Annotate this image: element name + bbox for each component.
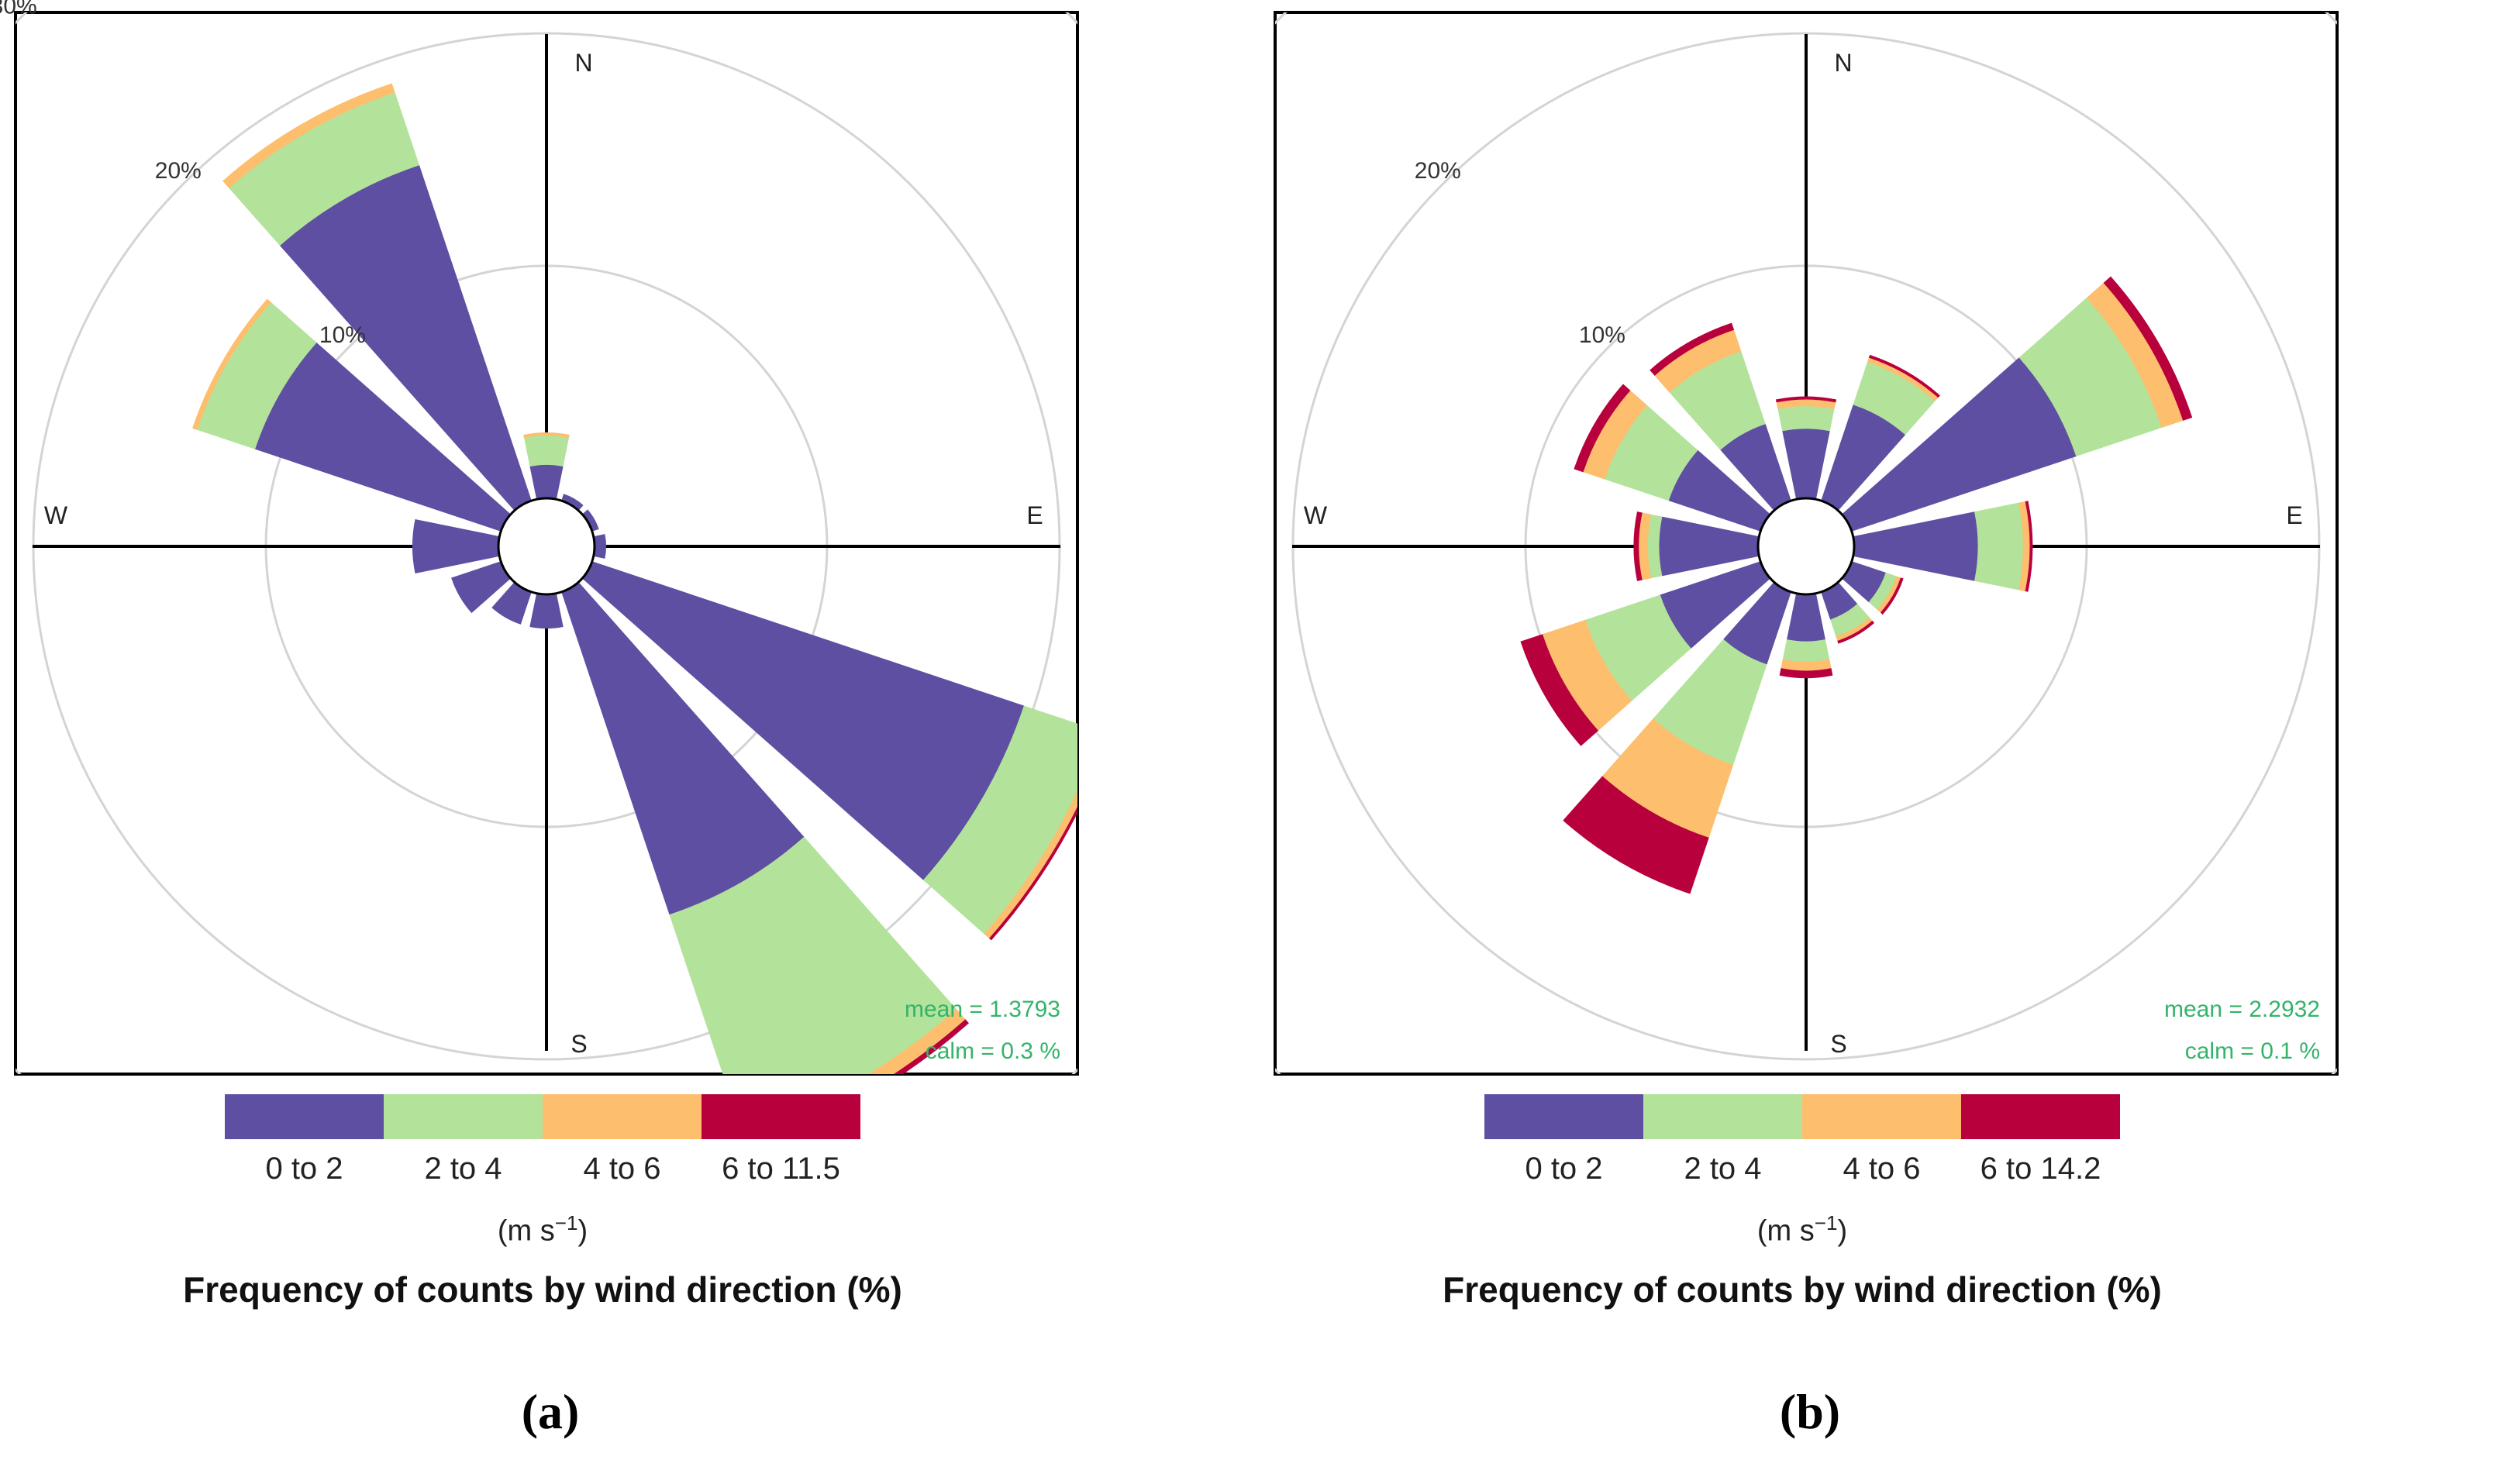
- key-label: 0 to 2: [265, 1152, 343, 1186]
- key-swatch: [1961, 1094, 2120, 1139]
- units-base: (m s: [497, 1214, 555, 1248]
- units-base: (m s: [1756, 1214, 1815, 1248]
- wedge-330-bin4: [1650, 322, 1735, 376]
- wedge-60-bin4: [2103, 276, 2193, 421]
- wedge-0-bin2: [523, 435, 570, 467]
- compass-N: N: [574, 49, 592, 77]
- subplot-label-b: (b): [1779, 1384, 1841, 1439]
- key-swatch: [1643, 1094, 1802, 1139]
- key-units-a: (m s−1): [419, 1211, 667, 1248]
- stat-calm: calm = 0.3 %: [926, 1038, 1060, 1064]
- units-exponent: −1: [554, 1211, 578, 1234]
- compass-W: W: [1304, 501, 1328, 529]
- stat-mean: mean = 2.2932: [2164, 997, 2320, 1022]
- key-label: 4 to 6: [1843, 1152, 1921, 1186]
- key-swatch: [384, 1094, 543, 1139]
- key-label: 6 to 11.5: [722, 1152, 840, 1186]
- calm-circle: [1756, 497, 1856, 596]
- wedge-300-bin4: [1574, 384, 1631, 473]
- wedge-0-bin2: [1777, 405, 1835, 432]
- rose-body: [1275, 12, 2337, 1074]
- key-swatch: [225, 1094, 384, 1139]
- wedge-0-bin4: [1775, 396, 1837, 403]
- stat-mean: mean = 1.3793: [905, 997, 1060, 1022]
- wedge-90-bin2: [1974, 502, 2024, 591]
- wedge-30-bin4: [1868, 354, 1940, 398]
- key-label: 4 to 6: [583, 1152, 661, 1186]
- wedge-90-bin4: [2025, 501, 2033, 592]
- key-units-b: (m s−1): [1678, 1211, 1926, 1248]
- calm-circle: [497, 497, 596, 596]
- subplot-label-a: (a): [521, 1384, 580, 1439]
- ring-label: 10%: [1579, 322, 1625, 348]
- stat-calm: calm = 0.1 %: [2185, 1038, 2320, 1064]
- wedge-120-bin4: [988, 806, 1077, 941]
- units-exponent: −1: [1814, 1211, 1838, 1234]
- key-labels-b: 0 to 2 2 to 4 4 to 6 6 to 14.2: [1484, 1152, 2120, 1186]
- compass-E: E: [2286, 501, 2302, 529]
- key-title-a: Frequency of counts by wind direction (%…: [183, 1269, 902, 1310]
- ring-label: 30%: [0, 0, 37, 19]
- key-title-b: Frequency of counts by wind direction (%…: [1443, 1269, 2162, 1310]
- wedge-210-bin4: [1563, 776, 1709, 894]
- wedge-0-bin3: [523, 432, 570, 438]
- key-labels-a: 0 to 2 2 to 4 4 to 6 6 to 11.5: [225, 1152, 860, 1186]
- key-label: 2 to 4: [424, 1152, 502, 1186]
- wedge-150-bin4: [1837, 620, 1875, 644]
- units-end: ): [1837, 1214, 1848, 1248]
- wedge-120-bin4: [1880, 577, 1904, 615]
- units-end: ): [577, 1214, 588, 1248]
- ring-label: 10%: [319, 322, 366, 348]
- wedge-300-bin3: [192, 298, 271, 430]
- ring-label: 20%: [1415, 158, 1461, 184]
- wedge-240-bin4: [1520, 634, 1599, 746]
- color-key-b: [1484, 1094, 2120, 1139]
- color-key-a: [225, 1094, 860, 1139]
- wedge-270-bin4: [1633, 511, 1643, 581]
- compass-S: S: [571, 1030, 587, 1058]
- key-swatch: [543, 1094, 702, 1139]
- key-swatch: [1484, 1094, 1643, 1139]
- compass-S: S: [1830, 1030, 1846, 1058]
- wedge-150-bin4: [894, 1019, 970, 1074]
- compass-W: W: [44, 501, 68, 529]
- key-label: 2 to 4: [1684, 1152, 1762, 1186]
- wedge-330-bin3: [222, 83, 395, 189]
- wedge-180-bin4: [1779, 668, 1833, 679]
- rose-body: [16, 12, 1077, 1074]
- key-swatch: [702, 1094, 860, 1139]
- key-swatch: [1802, 1094, 1961, 1139]
- ring-label: 20%: [155, 158, 202, 184]
- compass-N: N: [1834, 49, 1852, 77]
- key-label: 6 to 14.2: [1980, 1152, 2101, 1186]
- wedge-180-bin2: [1782, 639, 1830, 663]
- compass-E: E: [1026, 501, 1043, 529]
- key-label: 0 to 2: [1525, 1152, 1603, 1186]
